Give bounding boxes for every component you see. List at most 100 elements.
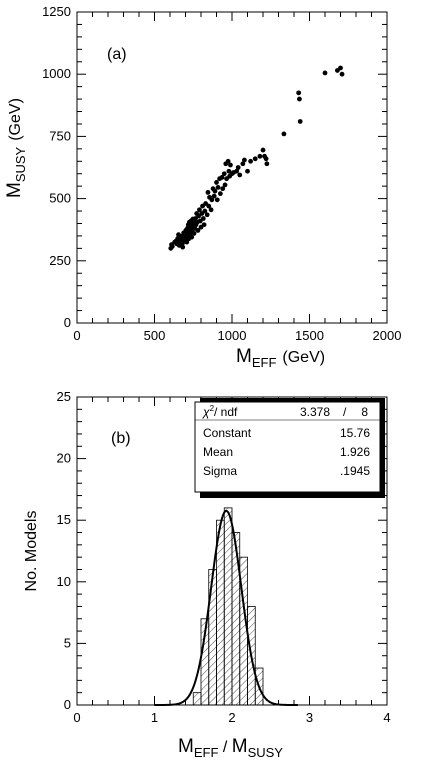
scatter-point <box>200 216 206 221</box>
scatter-point <box>248 158 254 164</box>
scatter-point <box>215 185 221 190</box>
scatter-point <box>281 131 287 137</box>
scatter-point <box>221 171 227 177</box>
x-tick-label: 2000 <box>373 328 402 343</box>
y-tick-label: 0 <box>64 315 71 330</box>
scatter-point <box>237 172 243 178</box>
scatter-point <box>322 70 328 76</box>
stat-label-mean: Mean <box>203 445 233 459</box>
scatter-point <box>338 65 343 71</box>
scatter-point <box>260 147 266 153</box>
y-tick-label: 5 <box>64 635 71 650</box>
stat-label-sigma: Sigma <box>203 464 237 478</box>
panel-label: (a) <box>107 46 127 63</box>
y-tick-label: 250 <box>49 253 71 268</box>
y-tick-label: 500 <box>49 191 71 206</box>
y-axis-label-sub: SUSY <box>13 146 28 182</box>
scatter-point <box>234 168 240 174</box>
chi2-value: 3.378 <box>300 405 330 419</box>
scatter-point <box>201 222 207 228</box>
histogram-bar <box>192 692 202 706</box>
scatter-point <box>197 207 202 213</box>
scatter-point <box>296 90 302 96</box>
y-tick-label: 750 <box>49 128 71 143</box>
y-axis-label: No. Models <box>23 511 40 592</box>
scatter-point <box>252 156 258 162</box>
x-tick-label: 1500 <box>295 328 324 343</box>
scatter-point <box>220 186 226 192</box>
stat-value-constant: 15.76 <box>340 426 370 440</box>
x-tick-label: 2 <box>228 710 235 725</box>
x-tick-label: 4 <box>383 710 390 725</box>
y-tick-label: 15 <box>57 512 71 527</box>
scatter-point <box>204 212 210 218</box>
histogram-panel: 0 1 2 3 4 0 5 10 15 20 25 (b) χ2/ ndf 3.378 / 8 C… <box>23 389 391 760</box>
stat-value-sigma: .1945 <box>340 464 370 478</box>
x-axis-ticks: 0 500 1000 1500 2000 <box>73 12 401 343</box>
scatter-point <box>242 157 247 163</box>
scatter-point <box>297 96 302 102</box>
scatter-point <box>169 243 175 249</box>
data-points <box>168 65 345 251</box>
scatter-point <box>202 208 208 214</box>
histogram-bar <box>231 532 241 706</box>
y-axis-ticks: 0 5 10 15 20 25 <box>57 389 387 712</box>
scatter-point <box>228 162 233 168</box>
chi2-label: χ2/ ndf <box>202 404 238 419</box>
x-tick-label: 500 <box>144 328 166 343</box>
stats-box: χ2/ ndf 3.378 / 8 Constant 15.76 Mean 1.… <box>194 398 385 498</box>
scatter-point <box>222 182 228 188</box>
scatter-point <box>195 228 201 233</box>
scatter-point <box>245 168 250 174</box>
stats-box-frame <box>194 401 381 493</box>
ndf-value: 8 <box>361 405 368 419</box>
x-axis-label-main: M <box>236 346 252 367</box>
scatter-point <box>225 158 231 164</box>
scatter-point <box>235 165 241 170</box>
y-tick-label: 1000 <box>42 66 71 81</box>
scatter-point <box>209 197 215 203</box>
scatter-point <box>240 161 246 167</box>
scatter-point <box>297 119 303 124</box>
scatter-point <box>257 153 263 159</box>
y-tick-label: 10 <box>57 574 71 589</box>
scatter-point <box>180 244 186 250</box>
scatter-point <box>264 161 270 167</box>
y-tick-label: 0 <box>64 697 71 712</box>
x-tick-label: 0 <box>73 328 80 343</box>
scatter-point <box>219 175 225 180</box>
scatter-point <box>214 197 220 203</box>
x-axis-label: MEFF (GeV) <box>236 346 325 370</box>
stat-value-mean: 1.926 <box>340 445 370 459</box>
histogram-bar <box>223 507 233 706</box>
scatter-point <box>205 189 211 195</box>
panel-label: (b) <box>111 430 131 447</box>
scatter-point <box>208 207 214 213</box>
y-tick-label: 20 <box>57 451 71 466</box>
x-tick-label: 1000 <box>218 328 247 343</box>
x-tick-label: 1 <box>151 710 158 725</box>
y-tick-label: 1250 <box>42 4 71 19</box>
x-axis-label-unit: (GeV) <box>282 349 325 366</box>
scatter-point <box>212 188 218 194</box>
scatter-point <box>214 180 219 185</box>
scatter-point <box>191 231 197 236</box>
x-tick-label: 0 <box>73 710 80 725</box>
x-tick-label: 3 <box>306 710 313 725</box>
x-axis-label: MEFF / MSUSY <box>178 736 283 760</box>
y-axis-label-unit: (GeV) <box>7 98 24 141</box>
histogram-bars <box>192 507 264 706</box>
scatter-point <box>217 191 223 197</box>
x-axis-label-sub: EFF <box>252 355 277 370</box>
y-tick-label: 25 <box>57 389 71 404</box>
scatter-point <box>339 71 345 77</box>
y-axis-label: MSUSY (GeV) <box>4 98 28 198</box>
stat-label-constant: Constant <box>203 426 252 440</box>
scatter-point <box>206 203 212 209</box>
scatter-point <box>263 156 269 162</box>
scatter-point <box>211 193 217 199</box>
y-axis-label-main: M <box>4 182 25 198</box>
scatter-point <box>189 234 195 240</box>
histogram-bar <box>216 519 225 706</box>
